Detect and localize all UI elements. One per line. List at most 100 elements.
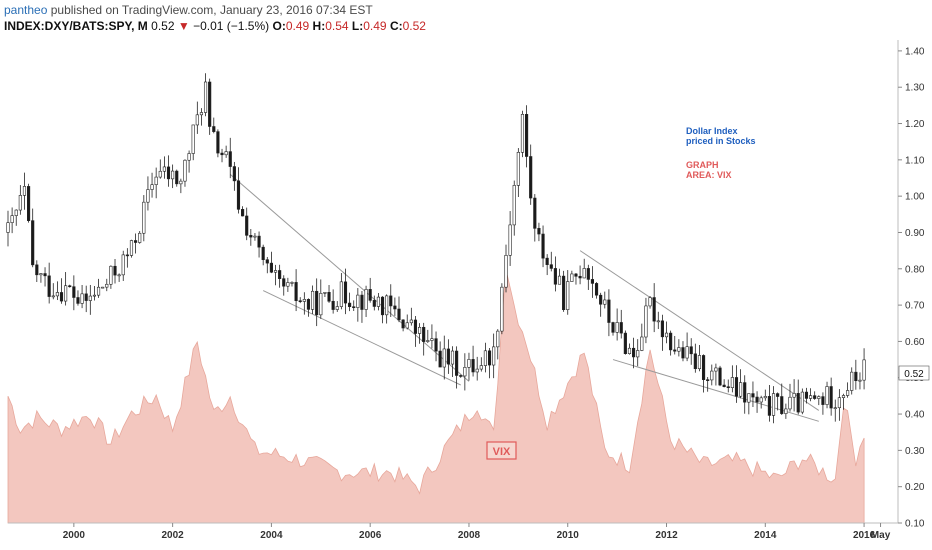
candle-body [59,292,64,302]
candle-body [656,320,660,323]
candle-body [743,382,747,403]
candle-body [331,300,335,310]
candle-body [113,265,117,276]
candle-body [718,367,722,386]
open-value: 0.49 [285,19,310,33]
candle-body [582,268,586,279]
x-tick-label: 2012 [655,530,678,541]
candle-body [117,274,121,277]
candle-body [72,286,76,298]
y-tick-label: 0.90 [905,228,925,239]
candle-body [187,153,191,161]
candle-body [212,126,216,132]
candle-body [599,294,603,305]
candle-body [455,350,459,376]
candle-body [220,152,224,156]
candle-body [278,270,282,279]
y-tick-label: 1.20 [905,119,925,130]
candle-body [496,330,500,348]
candle-body [372,300,376,307]
candle-body [512,185,516,226]
candle-body [129,240,134,256]
candle-body [142,201,146,234]
candle-body [492,346,496,366]
candle-body [800,391,804,413]
candle-body [273,270,278,273]
candle-body [245,215,249,236]
candle-body [191,124,195,154]
candle-body [22,186,27,196]
vix-label-box [486,441,517,460]
publish-info: pantheo published on TradingView.com, Ja… [4,3,373,17]
y-tick-label: 1.30 [905,83,925,94]
candle-body [537,228,541,235]
candle-body [68,285,72,288]
symbol-name[interactable]: INDEX:DXY/BATS:SPY, M [4,19,148,33]
candle-body [549,264,553,269]
candle-body [442,348,446,368]
candle-body [146,189,150,203]
x-tick-label: 2006 [359,530,382,541]
candle-body [257,235,261,248]
candle-body [31,220,35,266]
candle-body [96,286,101,296]
candle-body [376,296,380,307]
close-value: 0.52 [402,19,426,33]
candle-body [162,166,166,172]
candle-body [171,170,175,180]
candle-body [39,273,43,276]
symbol-legend: INDEX:DXY/BATS:SPY, M 0.52 ▼ −0.01 (−1.5… [4,19,426,33]
candle-body [541,233,545,259]
candle-body [319,293,323,316]
y-tick-label: 0.80 [905,264,925,275]
candle-body [348,302,352,308]
candle-body [776,393,780,397]
candle-body [780,396,784,414]
candle-body [417,326,422,334]
candle-body [35,264,39,276]
candle-body [101,286,105,289]
candle-body [18,195,22,211]
candle-body [335,306,339,310]
candle-body [479,365,483,370]
candle-body [14,209,18,216]
candle-body [850,371,854,391]
candle-body [837,397,841,409]
y-tick-label: 0.60 [905,337,925,348]
candle-body [623,332,627,354]
candle-body [294,282,298,302]
high-value: 0.54 [325,19,349,33]
candle-body [841,395,846,398]
candle-body [603,299,607,305]
vix-area-layer [7,269,865,524]
dollar-index-note-line1: Dollar Index [686,126,738,136]
y-tick-label: 1.00 [905,192,925,203]
x-tick-label: 2000 [63,530,86,541]
candle-body [739,382,743,397]
candle-body [175,170,179,185]
candle-body [27,186,31,221]
candle-body [393,305,397,310]
x-tick-label: 2010 [557,530,580,541]
candle-body [632,347,636,358]
candle-body [450,350,455,365]
candle-body [298,300,302,303]
candle-body [134,240,138,243]
candle-body [224,151,228,156]
candle-body [846,390,850,396]
candle-body [755,396,759,403]
y-tick-label: 0.20 [905,482,925,493]
candle-body [368,289,372,301]
author-link[interactable]: pantheo [4,3,48,17]
candle-body [47,275,51,297]
x-tick-label: 2002 [162,530,185,541]
candle-body [166,166,171,180]
candle-body [323,292,327,294]
candle-body [804,391,809,399]
candle-body [710,370,714,381]
down-arrow-icon: ▼ [177,19,190,33]
y-axis-ticks: 1.401.301.201.101.000.900.800.700.600.50… [898,46,925,530]
candle-body [525,114,529,157]
candle-body [594,283,599,296]
